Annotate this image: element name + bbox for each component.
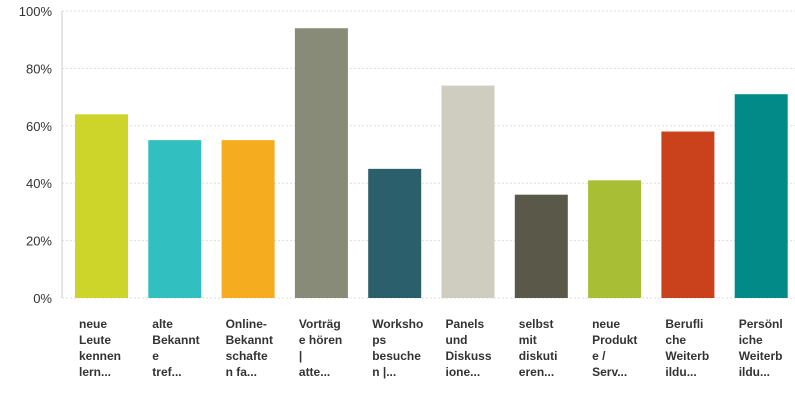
y-tick-label: 20% — [26, 234, 52, 249]
y-tick-label: 60% — [26, 119, 52, 134]
x-tick-label: Vorträg e hören | atte... — [299, 317, 342, 379]
bar — [588, 180, 642, 298]
bar — [734, 94, 788, 298]
y-tick-label: 0% — [33, 291, 52, 306]
x-tick-label: Panels und Diskuss ione... — [446, 317, 492, 379]
x-tick-label: Worksho ps besuche n |... — [372, 317, 423, 379]
bar — [294, 28, 348, 298]
bar — [441, 85, 495, 299]
x-tick-label: Persönl iche Weiterb ildu... — [739, 317, 783, 379]
bar — [661, 131, 715, 298]
x-tick-label: neue Leute kennen lern... — [79, 317, 121, 379]
bar — [221, 140, 275, 298]
x-tick-label: Berufli che Weiterb ildu... — [665, 317, 709, 379]
x-tick-label: Online-Bekannt schafte n fa... — [226, 317, 273, 379]
x-tick-label: alte Bekannt e tref... — [152, 317, 199, 379]
y-tick-label: 100% — [19, 4, 53, 19]
x-tick-label: selbst mit diskuti eren... — [519, 317, 558, 379]
bar — [368, 168, 422, 298]
bar — [148, 140, 202, 298]
y-tick-label: 40% — [26, 176, 52, 191]
bar — [75, 114, 128, 298]
y-tick-label: 80% — [26, 61, 52, 76]
bar — [514, 194, 568, 298]
x-tick-label: neue Produkt e / Serv... — [592, 317, 637, 379]
